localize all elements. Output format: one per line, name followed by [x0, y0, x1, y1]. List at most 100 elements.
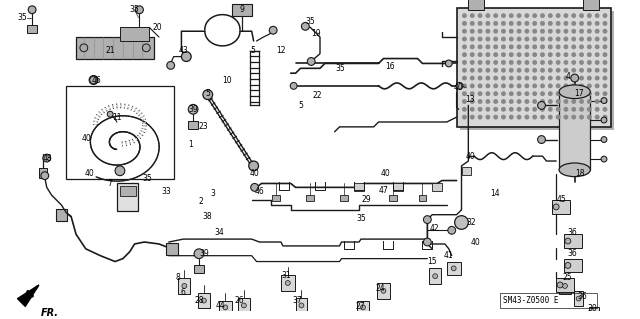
- Circle shape: [548, 37, 553, 41]
- Circle shape: [501, 44, 506, 49]
- Text: 26: 26: [234, 296, 244, 305]
- Circle shape: [602, 115, 607, 120]
- Circle shape: [572, 13, 576, 18]
- Text: 36: 36: [578, 292, 588, 301]
- Circle shape: [556, 37, 561, 41]
- Circle shape: [556, 44, 561, 49]
- Circle shape: [80, 44, 88, 52]
- Circle shape: [540, 29, 545, 34]
- Text: 12: 12: [276, 46, 285, 55]
- Circle shape: [445, 60, 452, 67]
- Circle shape: [470, 13, 475, 18]
- Bar: [584, 0, 599, 10]
- Text: 5: 5: [298, 101, 303, 110]
- Circle shape: [462, 37, 467, 41]
- Text: 23: 23: [199, 122, 209, 131]
- Text: 40: 40: [465, 152, 475, 161]
- Circle shape: [501, 76, 506, 80]
- Circle shape: [493, 76, 498, 80]
- Circle shape: [524, 76, 529, 80]
- Circle shape: [556, 76, 561, 80]
- Bar: [56, 209, 67, 220]
- Circle shape: [203, 90, 212, 100]
- Text: 32: 32: [467, 218, 476, 227]
- Circle shape: [548, 13, 553, 18]
- Circle shape: [587, 99, 592, 104]
- Bar: [447, 262, 461, 275]
- Circle shape: [501, 84, 506, 88]
- Circle shape: [485, 37, 490, 41]
- Bar: [354, 183, 364, 191]
- Circle shape: [579, 68, 584, 73]
- Circle shape: [516, 68, 522, 73]
- Circle shape: [602, 91, 607, 96]
- Circle shape: [424, 238, 431, 246]
- Circle shape: [532, 115, 537, 120]
- Bar: [393, 183, 403, 191]
- Circle shape: [524, 68, 529, 73]
- Circle shape: [595, 99, 600, 104]
- Bar: [179, 278, 190, 294]
- Circle shape: [592, 312, 596, 317]
- Circle shape: [595, 115, 600, 120]
- Text: SM43-Z0500 E: SM43-Z0500 E: [504, 296, 559, 305]
- Circle shape: [477, 52, 483, 57]
- Text: 7: 7: [108, 179, 112, 188]
- Circle shape: [477, 84, 483, 88]
- Circle shape: [587, 13, 592, 18]
- Circle shape: [563, 115, 568, 120]
- Text: 3: 3: [211, 189, 216, 198]
- Circle shape: [470, 99, 475, 104]
- Circle shape: [470, 115, 475, 120]
- Circle shape: [540, 91, 545, 96]
- Circle shape: [587, 115, 592, 120]
- Circle shape: [301, 22, 309, 30]
- Text: 20: 20: [152, 23, 162, 32]
- Circle shape: [532, 52, 537, 57]
- Bar: [120, 186, 136, 196]
- Circle shape: [579, 115, 584, 120]
- Circle shape: [601, 156, 607, 162]
- Circle shape: [556, 91, 561, 96]
- Circle shape: [516, 115, 522, 120]
- Circle shape: [524, 29, 529, 34]
- Bar: [194, 265, 204, 273]
- Circle shape: [493, 29, 498, 34]
- Bar: [188, 121, 198, 129]
- Circle shape: [602, 37, 607, 41]
- Circle shape: [563, 37, 568, 41]
- Circle shape: [540, 37, 545, 41]
- Text: 36: 36: [568, 228, 578, 237]
- Circle shape: [470, 37, 475, 41]
- Circle shape: [493, 115, 498, 120]
- Circle shape: [571, 74, 579, 82]
- Bar: [429, 268, 441, 284]
- Bar: [559, 278, 571, 294]
- Text: 11: 11: [112, 113, 122, 122]
- Bar: [432, 183, 442, 191]
- Circle shape: [509, 44, 514, 49]
- Circle shape: [41, 172, 49, 180]
- Circle shape: [540, 107, 545, 112]
- Circle shape: [509, 68, 514, 73]
- Circle shape: [524, 115, 529, 120]
- Bar: [120, 27, 149, 41]
- Circle shape: [587, 29, 592, 34]
- Circle shape: [477, 21, 483, 26]
- Circle shape: [595, 107, 600, 112]
- Circle shape: [516, 21, 522, 26]
- Circle shape: [548, 52, 553, 57]
- Circle shape: [485, 115, 490, 120]
- Text: 38: 38: [203, 212, 212, 221]
- Circle shape: [451, 266, 456, 271]
- Circle shape: [548, 76, 553, 80]
- Circle shape: [587, 91, 592, 96]
- Circle shape: [556, 13, 561, 18]
- Text: 31: 31: [281, 271, 291, 280]
- Circle shape: [448, 226, 456, 234]
- Circle shape: [485, 44, 490, 49]
- Circle shape: [470, 21, 475, 26]
- Circle shape: [601, 117, 607, 123]
- Circle shape: [470, 60, 475, 65]
- Circle shape: [524, 91, 529, 96]
